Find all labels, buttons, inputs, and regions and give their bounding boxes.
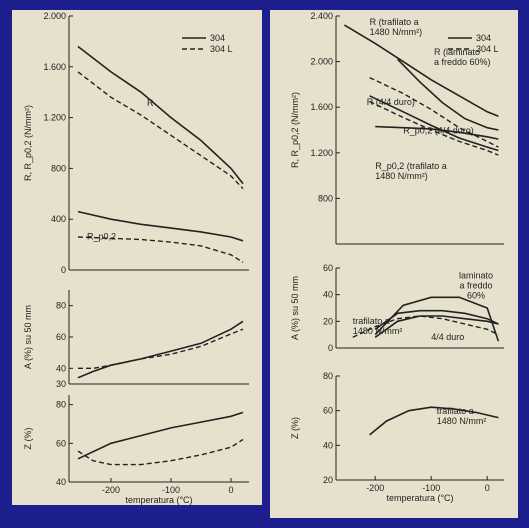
right-top-series-3	[369, 95, 499, 152]
right-top-series-5	[375, 125, 499, 140]
right-top-legend-label: 304 L	[476, 44, 499, 54]
right-mid-ytick-label: 60	[323, 263, 333, 273]
panel-left-bot	[12, 389, 262, 505]
left-bot-ytick-label: 60	[56, 438, 66, 448]
right-bot-ylabel: Z (%)	[290, 417, 300, 439]
right-top-series-0	[343, 24, 499, 118]
left-mid-ytick-label: 40	[56, 363, 66, 373]
left-top-series-1	[77, 71, 244, 190]
right-mid-ylabel: A (%) su 50 mm	[290, 276, 300, 340]
right-top-series-2	[369, 76, 499, 148]
left-top-ytick-label: 800	[51, 163, 66, 173]
right-top-series-1	[397, 58, 499, 131]
right-top-annotation-0: R (trafilato a 1480 N/mm²)	[370, 17, 423, 37]
right-mid-series-1	[374, 309, 499, 330]
right-top-annotation-1: R (laminato a freddo 60%)	[434, 47, 491, 67]
left-bot-xtick-label: -100	[162, 485, 180, 495]
right-top-series-4	[369, 100, 499, 156]
right-mid-annotation-2: 4/4 duro	[431, 332, 464, 342]
right-bot-xtick-label: 0	[485, 483, 490, 493]
right-bot-xlabel: temperatura (°C)	[386, 493, 453, 503]
left-top-ytick-label: 0	[61, 265, 66, 275]
panel-right-bot	[270, 367, 518, 518]
left-top-legend-label: 304	[210, 33, 225, 43]
right-top-annotation-4: R_p0,2 (trafilato a 1480 N/mm²)	[375, 161, 447, 181]
left-top-ytick-label: 400	[51, 214, 66, 224]
left-top-ytick-label: 1.600	[43, 62, 66, 72]
right-top-annotation-3: R_p0,2 (4/4 duro)	[403, 125, 474, 135]
right-bot-annotation-0: trafilato a 1480 N/mm²	[437, 406, 487, 426]
left-top-annotation-0: R	[147, 98, 154, 108]
left-bot-series-1	[77, 438, 244, 466]
right-bot-ytick-label: 20	[323, 475, 333, 485]
right-top-ytick-label: 2.000	[310, 57, 333, 67]
right-mid-annotation-0: laminato a freddo 60%	[459, 271, 493, 301]
right-bot-ytick-label: 80	[323, 371, 333, 381]
right-bot-xtick-label: -100	[422, 483, 440, 493]
right-mid-ytick-label: 20	[323, 316, 333, 326]
left-top-ylabel: R, R_p0,2 (N/mm²)	[23, 105, 33, 181]
right-top-ytick-label: 1.200	[310, 148, 333, 158]
right-top-ytick-label: 1.600	[310, 102, 333, 112]
right-bot-ytick-label: 60	[323, 406, 333, 416]
panel-left-mid	[12, 285, 262, 389]
left-mid-ytick-label: 30	[56, 379, 66, 389]
left-mid-ytick-label: 80	[56, 301, 66, 311]
right-mid-ytick-label: 40	[323, 290, 333, 300]
right-bot-ytick-label: 40	[323, 440, 333, 450]
right-top-ylabel: R, R_p0,2 (N/mm²)	[290, 92, 300, 168]
right-bot-series-0	[369, 406, 499, 436]
left-top-ytick-label: 2.000	[43, 11, 66, 21]
left-top-ytick-label: 1.200	[43, 113, 66, 123]
left-top-legend-label: 304 L	[210, 44, 233, 54]
left-bot-ylabel: Z (%)	[23, 428, 33, 450]
left-bot-xlabel: temperatura (°C)	[125, 495, 192, 505]
right-bot-xtick-label: -200	[366, 483, 384, 493]
right-top-annotation-2: R (4/4 duro)	[367, 97, 415, 107]
left-bot-series-0	[77, 411, 244, 460]
left-top-annotation-1: R_p0,2	[87, 232, 116, 242]
left-mid-series-0	[77, 320, 244, 379]
right-mid-series-0	[374, 296, 500, 342]
panel-right-mid	[270, 259, 518, 367]
left-bot-xtick-label: 0	[228, 485, 233, 495]
left-top-series-3	[77, 236, 244, 263]
right-top-ytick-label: 2.400	[310, 11, 333, 21]
right-mid-annotation-1: trafilato a 1480 N/mm²	[353, 316, 403, 336]
left-top-series-2	[77, 210, 244, 242]
right-mid-ytick-label: 0	[328, 343, 333, 353]
right-top-legend-label: 304	[476, 33, 491, 43]
left-mid-ytick-label: 60	[56, 332, 66, 342]
left-bot-xtick-label: -200	[102, 485, 120, 495]
right-top-ytick-label: 800	[318, 193, 333, 203]
right-mid-series-3	[374, 315, 499, 338]
left-mid-ylabel: A (%) su 50 mm	[23, 305, 33, 369]
left-bot-ytick-label: 80	[56, 400, 66, 410]
right-mid-series-2	[352, 315, 499, 338]
left-bot-ytick-label: 40	[56, 477, 66, 487]
left-mid-series-1	[78, 328, 244, 369]
left-top-series-0	[77, 45, 244, 185]
figure-frame: 0 400 800 1.200 1.600 2.000 R, R_p0,2 (N/mm²) 3…	[4, 4, 525, 524]
